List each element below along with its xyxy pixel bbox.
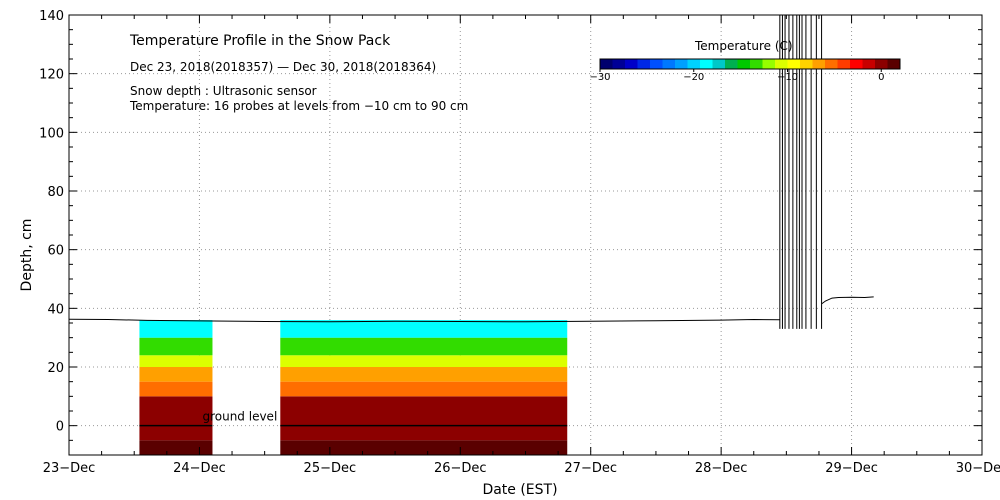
x-tick-label: 24−Dec [173,461,226,476]
colorbar-swatch [787,59,801,69]
temperature-cell [139,337,213,356]
temperature-cell [139,320,213,338]
x-tick-label: 29−Dec [825,461,878,476]
colorbar-swatch [625,59,638,69]
ground-level: ground level [139,410,568,427]
colorbar-swatch [612,59,626,69]
grid [69,15,982,455]
colorbar-swatch [812,59,826,69]
y-tick-label: 60 [47,244,64,259]
colorbar-swatch [775,59,788,69]
snow-depth-line [68,318,780,323]
colorbar-tick-label: 0 [878,72,884,83]
temperature-cell [139,367,213,382]
temperature-cell [280,440,568,455]
x-tick-label: 23−Dec [43,461,96,476]
colorbar-swatch [750,59,763,69]
y-axis-label: Depth, cm [19,219,35,292]
temperature-cell [139,381,213,397]
axes: 23−Dec 24−Dec 25−Dec 26−Dec 27−Dec 28−Dec 29−D… [39,9,1000,476]
colorbar-swatch [600,59,613,69]
colorbar-swatch [837,59,851,69]
colorbar-swatch [712,59,726,69]
x-tick-label: 30−Dec [956,461,1000,476]
y-tick-label: 20 [47,361,64,376]
x-tick-label: 28−Dec [695,461,748,476]
temperature-cell [280,355,568,367]
colorbar-swatch [650,59,663,69]
temperature-cell [280,396,568,426]
colorbar-swatch [687,59,701,69]
temperature-cell [280,367,568,382]
y-tick-label: 120 [39,68,64,83]
y-tick-label: 80 [47,185,64,200]
chart-note-probes: Temperature: 16 probes at levels from −1… [129,99,468,113]
x-tick-label: 27−Dec [564,461,617,476]
temperature-heatmap [139,320,568,455]
colorbar-swatch [675,59,688,69]
temperature-cell [280,425,568,441]
colorbar-swatch [825,59,838,69]
colorbar-swatch [762,59,776,69]
x-tick-label: 25−Dec [304,461,357,476]
snow-depth-line [821,296,874,305]
colorbar-swatch [800,59,813,69]
chart-note-sensor: Snow depth : Ultrasonic sensor [130,84,317,98]
colorbar-swatch [887,59,901,69]
chart-subtitle: Dec 23, 2018(2018357) — Dec 30, 2018(201… [130,60,436,74]
y-tick-label: 100 [39,126,64,141]
colorbar-swatch [725,59,738,69]
y-tick-label: 0 [56,420,64,435]
temperature-cell [280,381,568,397]
ground-level-label: ground level [202,410,277,424]
colorbar-swatch [862,59,876,69]
colorbar-tick-label: −30 [589,72,610,83]
colorbar-swatch [850,59,863,69]
colorbar-label: Temperature (C) [694,39,793,53]
temperature-cell [139,440,213,455]
chart-title: Temperature Profile in the Snow Pack [129,33,391,49]
colorbar: Temperature (C) −30 −20 −10 0 [589,39,901,83]
colorbar-swatch [875,59,888,69]
colorbar-swatch [637,59,651,69]
temperature-cell [280,320,568,338]
colorbar-tick-label: −20 [683,72,704,83]
colorbar-swatch [662,59,676,69]
x-axis-label: Date (EST) [482,482,557,498]
colorbar-tick-label: −10 [777,72,798,83]
colorbar-swatch [700,59,713,69]
temperature-cell [280,337,568,356]
colorbar-swatch [737,59,751,69]
temperature-cell [139,425,213,441]
temperature-cell [139,396,213,426]
y-tick-label: 140 [39,9,64,24]
colorbar-frame [599,58,901,70]
x-tick-label: 26−Dec [434,461,487,476]
temperature-cell [139,355,213,367]
y-tick-label: 40 [47,302,64,317]
